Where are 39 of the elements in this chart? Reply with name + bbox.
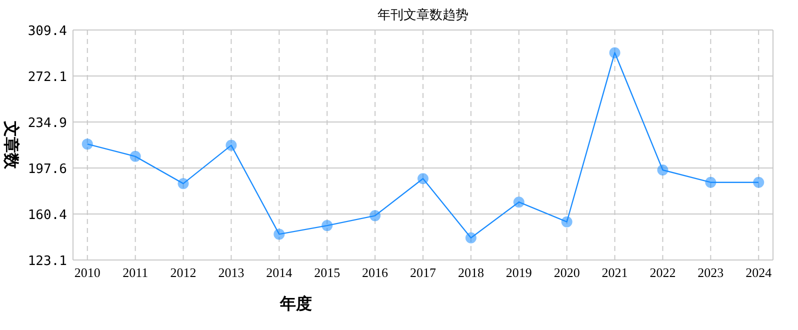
x-axis-title: 年度	[279, 294, 312, 313]
x-tick-label: 2023	[698, 265, 724, 280]
y-tick-label: 197.6	[28, 162, 67, 178]
point	[561, 216, 572, 228]
point	[322, 220, 333, 232]
x-tick-label: 2021	[602, 265, 628, 280]
y-tick-label: 234.9	[28, 116, 67, 131]
x-tick-label: 2015	[314, 265, 340, 280]
x-tick-label: 2022	[650, 265, 676, 280]
point	[657, 164, 668, 176]
point	[82, 138, 93, 150]
point	[418, 173, 428, 184]
x-tick-label: 2010	[74, 265, 100, 280]
y-tick-label: 272.1	[28, 70, 67, 86]
x-tick-label: 2012	[170, 265, 196, 280]
point	[513, 196, 524, 208]
x-tick-label: 2018	[458, 265, 484, 280]
point	[609, 47, 620, 58]
point	[178, 178, 189, 190]
x-tick-label: 2019	[506, 265, 532, 280]
point	[465, 232, 476, 244]
y-tick-label: 160.4	[28, 208, 68, 223]
x-tick-label: 2024	[746, 265, 772, 280]
point	[130, 150, 141, 162]
point	[705, 176, 716, 188]
point	[226, 140, 237, 151]
point	[370, 210, 381, 222]
y-tick-label: 309.4	[28, 24, 68, 39]
y-tick-label: 123.1	[28, 254, 67, 269]
x-tick-label: 2020	[554, 265, 580, 280]
chart-title: 年刊文章数趋势	[378, 7, 468, 22]
point	[274, 228, 285, 240]
x-tick-label: 2017	[410, 265, 436, 280]
x-tick-label: 2016	[362, 265, 389, 280]
point	[753, 176, 764, 188]
x-tick-label: 2011	[122, 265, 148, 280]
x-tick-label: 2014	[266, 265, 293, 280]
y-axis-title: 文章数	[2, 120, 20, 170]
x-tick-label: 2013	[218, 265, 244, 280]
